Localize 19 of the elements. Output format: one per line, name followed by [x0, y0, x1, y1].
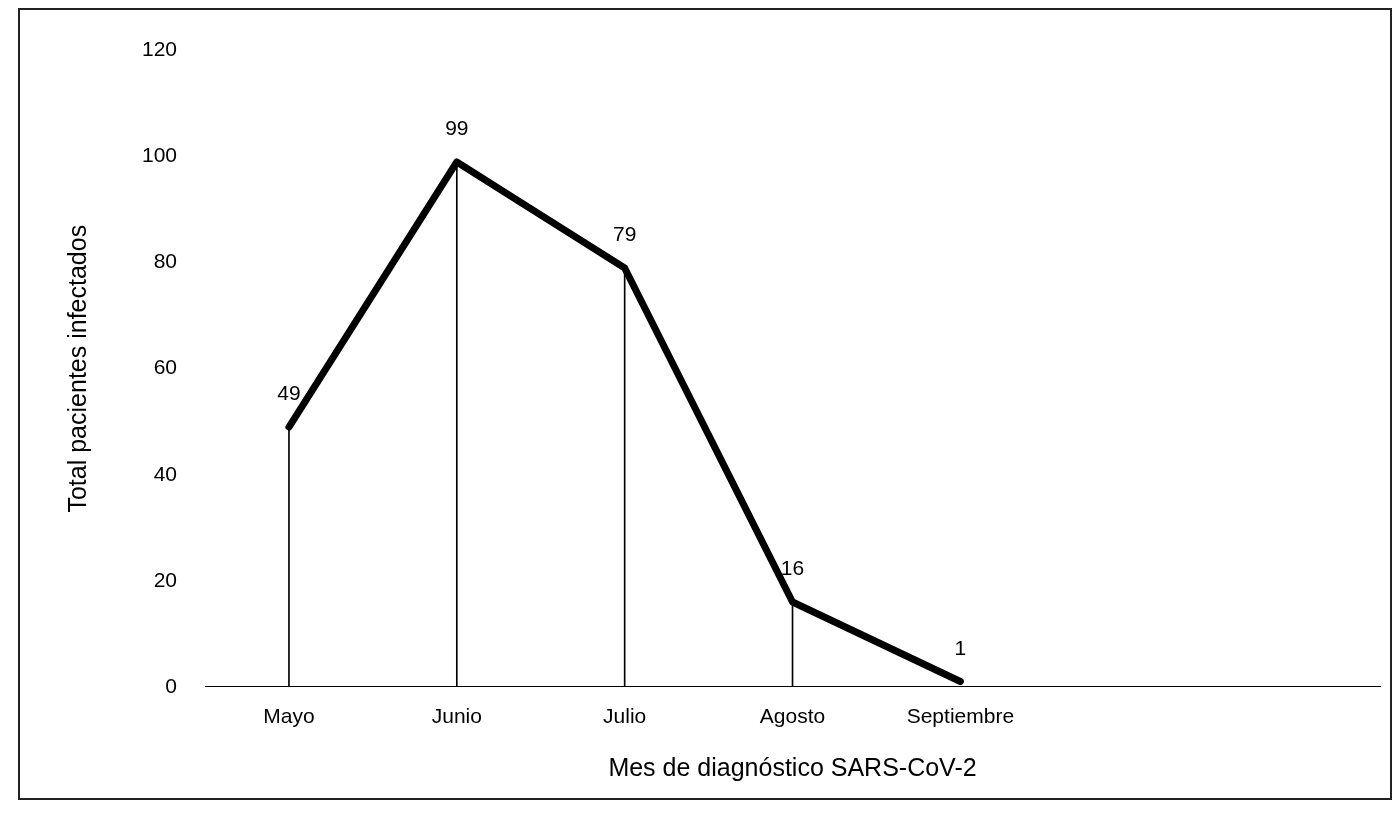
x-tick-label: Junio [431, 704, 482, 728]
data-label: 99 [445, 116, 469, 140]
data-label: 16 [780, 556, 805, 580]
x-tick-label: Julio [603, 704, 647, 728]
y-tick-label: 80 [153, 249, 178, 273]
y-tick-label: 120 [141, 37, 178, 61]
y-axis-title: Total pacientes infectados [62, 224, 91, 513]
data-label: 79 [612, 222, 637, 246]
x-tick-label: Septiembre [906, 704, 1015, 728]
x-tick-label: Agosto [759, 704, 826, 728]
y-tick-label: 40 [153, 461, 178, 485]
y-tick-label: 0 [165, 673, 178, 697]
y-tick-label: 60 [153, 355, 178, 379]
y-tick-label: 20 [153, 567, 178, 591]
x-tick-label: Mayo [263, 704, 315, 728]
x-axis-title: Mes de diagnóstico SARS-CoV-2 [608, 752, 977, 781]
data-label: 49 [277, 381, 301, 405]
y-tick-label: 100 [141, 143, 178, 167]
data-label: 1 [954, 635, 967, 659]
